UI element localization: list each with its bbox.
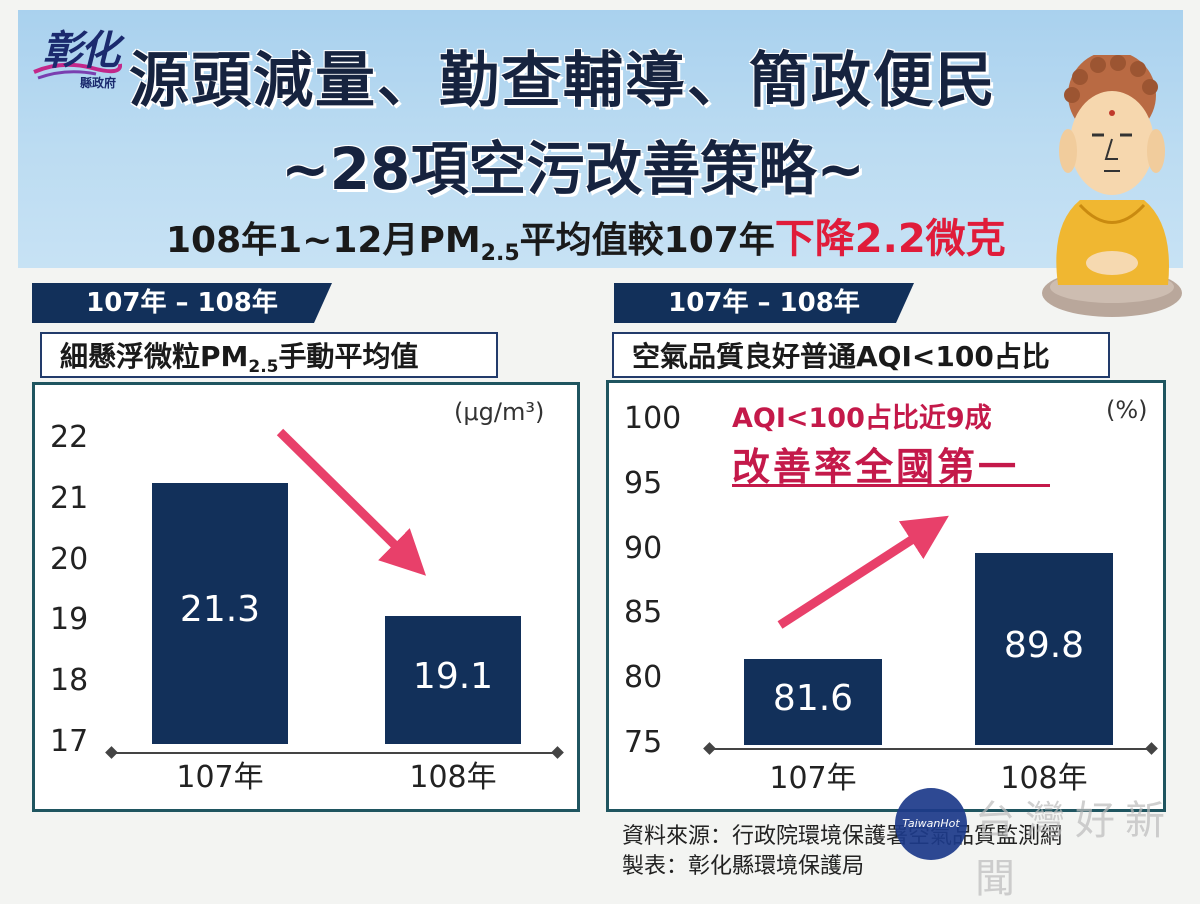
y-tick-label: 90	[624, 530, 663, 566]
bar-107年	[744, 659, 882, 745]
aqi-note-line1: AQI<100占比近9成	[732, 403, 992, 434]
left-caption-pre: 細懸浮微粒PM	[60, 340, 249, 373]
page-title-line2: ~28項空污改善策略~	[281, 135, 865, 203]
left-unit-label: (μg/m³)	[454, 398, 545, 426]
trend-up-arrow	[777, 515, 949, 629]
bar-108年	[385, 616, 521, 744]
page-title: 源頭減量、勤查輔導、簡政便民	[129, 46, 997, 116]
aqi-note-underline	[732, 484, 1050, 487]
header-banner: 彰化 縣政府 源頭減量、勤查輔導、簡政便民 ~28項空污改善策略~ 108年1~…	[18, 10, 1183, 268]
logo-swoosh-icon	[33, 62, 122, 80]
bar-value-label: 89.8	[1003, 625, 1085, 667]
y-tick-label: 20	[50, 541, 89, 577]
subtitle-highlight: 下降2.2微克	[774, 216, 1006, 262]
y-tick-label: 95	[624, 465, 663, 501]
y-tick-label: 17	[50, 724, 89, 759]
right-x-axis-line	[710, 748, 1152, 750]
bar-value-label: 19.1	[412, 656, 494, 698]
watermark-text: 台灣好新聞	[975, 798, 1175, 902]
page-subtitle: 108年1~12月PM2.5平均值較107年下降2.2微克	[166, 206, 1006, 266]
subtitle-mid: 平均值較107年	[519, 220, 775, 261]
aqi-note-line2: 改善率全國第一	[732, 445, 1020, 489]
watermark-badge: TaiwanHot	[895, 788, 967, 860]
y-tick-label: 18	[50, 663, 89, 699]
left-chart-caption: 細懸浮微粒PM2.5手動平均值	[40, 332, 498, 378]
left-caption-sub: 2.5	[248, 357, 279, 377]
left-period-tab: 107年 – 108年	[32, 283, 332, 323]
y-tick-label: 85	[624, 595, 663, 631]
y-tick-label: 22	[50, 420, 89, 455]
y-tick-label: 100	[624, 401, 682, 436]
left-x-axis-line	[112, 752, 558, 754]
y-tick-label: 21	[50, 480, 89, 516]
y-tick-label: 19	[50, 602, 89, 638]
logo-text: 彰化	[42, 27, 120, 74]
logo-subtext: 縣政府	[80, 76, 117, 90]
trend-arrows	[276, 428, 949, 629]
bar-value-label: 21.3	[179, 589, 261, 631]
x-tick-label: 107年	[769, 761, 857, 796]
y-tick-label: 75	[624, 725, 663, 760]
x-tick-label: 108年	[409, 760, 497, 795]
y-tick-label: 80	[624, 660, 663, 696]
bar-value-label: 81.6	[772, 678, 854, 720]
subtitle-sub: 2.5	[480, 241, 520, 266]
x-tick-label: 107年	[176, 760, 264, 795]
x-tick-label: 108年	[1000, 761, 1088, 796]
left-caption-post: 手動平均值	[278, 340, 419, 373]
subtitle-pre: 108年1~12月PM	[166, 220, 481, 261]
right-chart-caption: 空氣品質良好普通AQI<100占比	[612, 332, 1110, 378]
right-period-tab: 107年 – 108年	[614, 283, 914, 323]
made-by-text: 製表：彰化縣環境保護局	[622, 854, 865, 879]
right-unit-label: (%)	[1106, 396, 1148, 424]
bar-107年	[152, 482, 288, 744]
buddha-mascot-icon	[1042, 55, 1182, 317]
bar-108年	[975, 553, 1113, 745]
data-source-text: 資料來源：行政院環境保護署空氣品質監測網	[622, 824, 1063, 849]
trend-down-arrow	[276, 428, 427, 576]
